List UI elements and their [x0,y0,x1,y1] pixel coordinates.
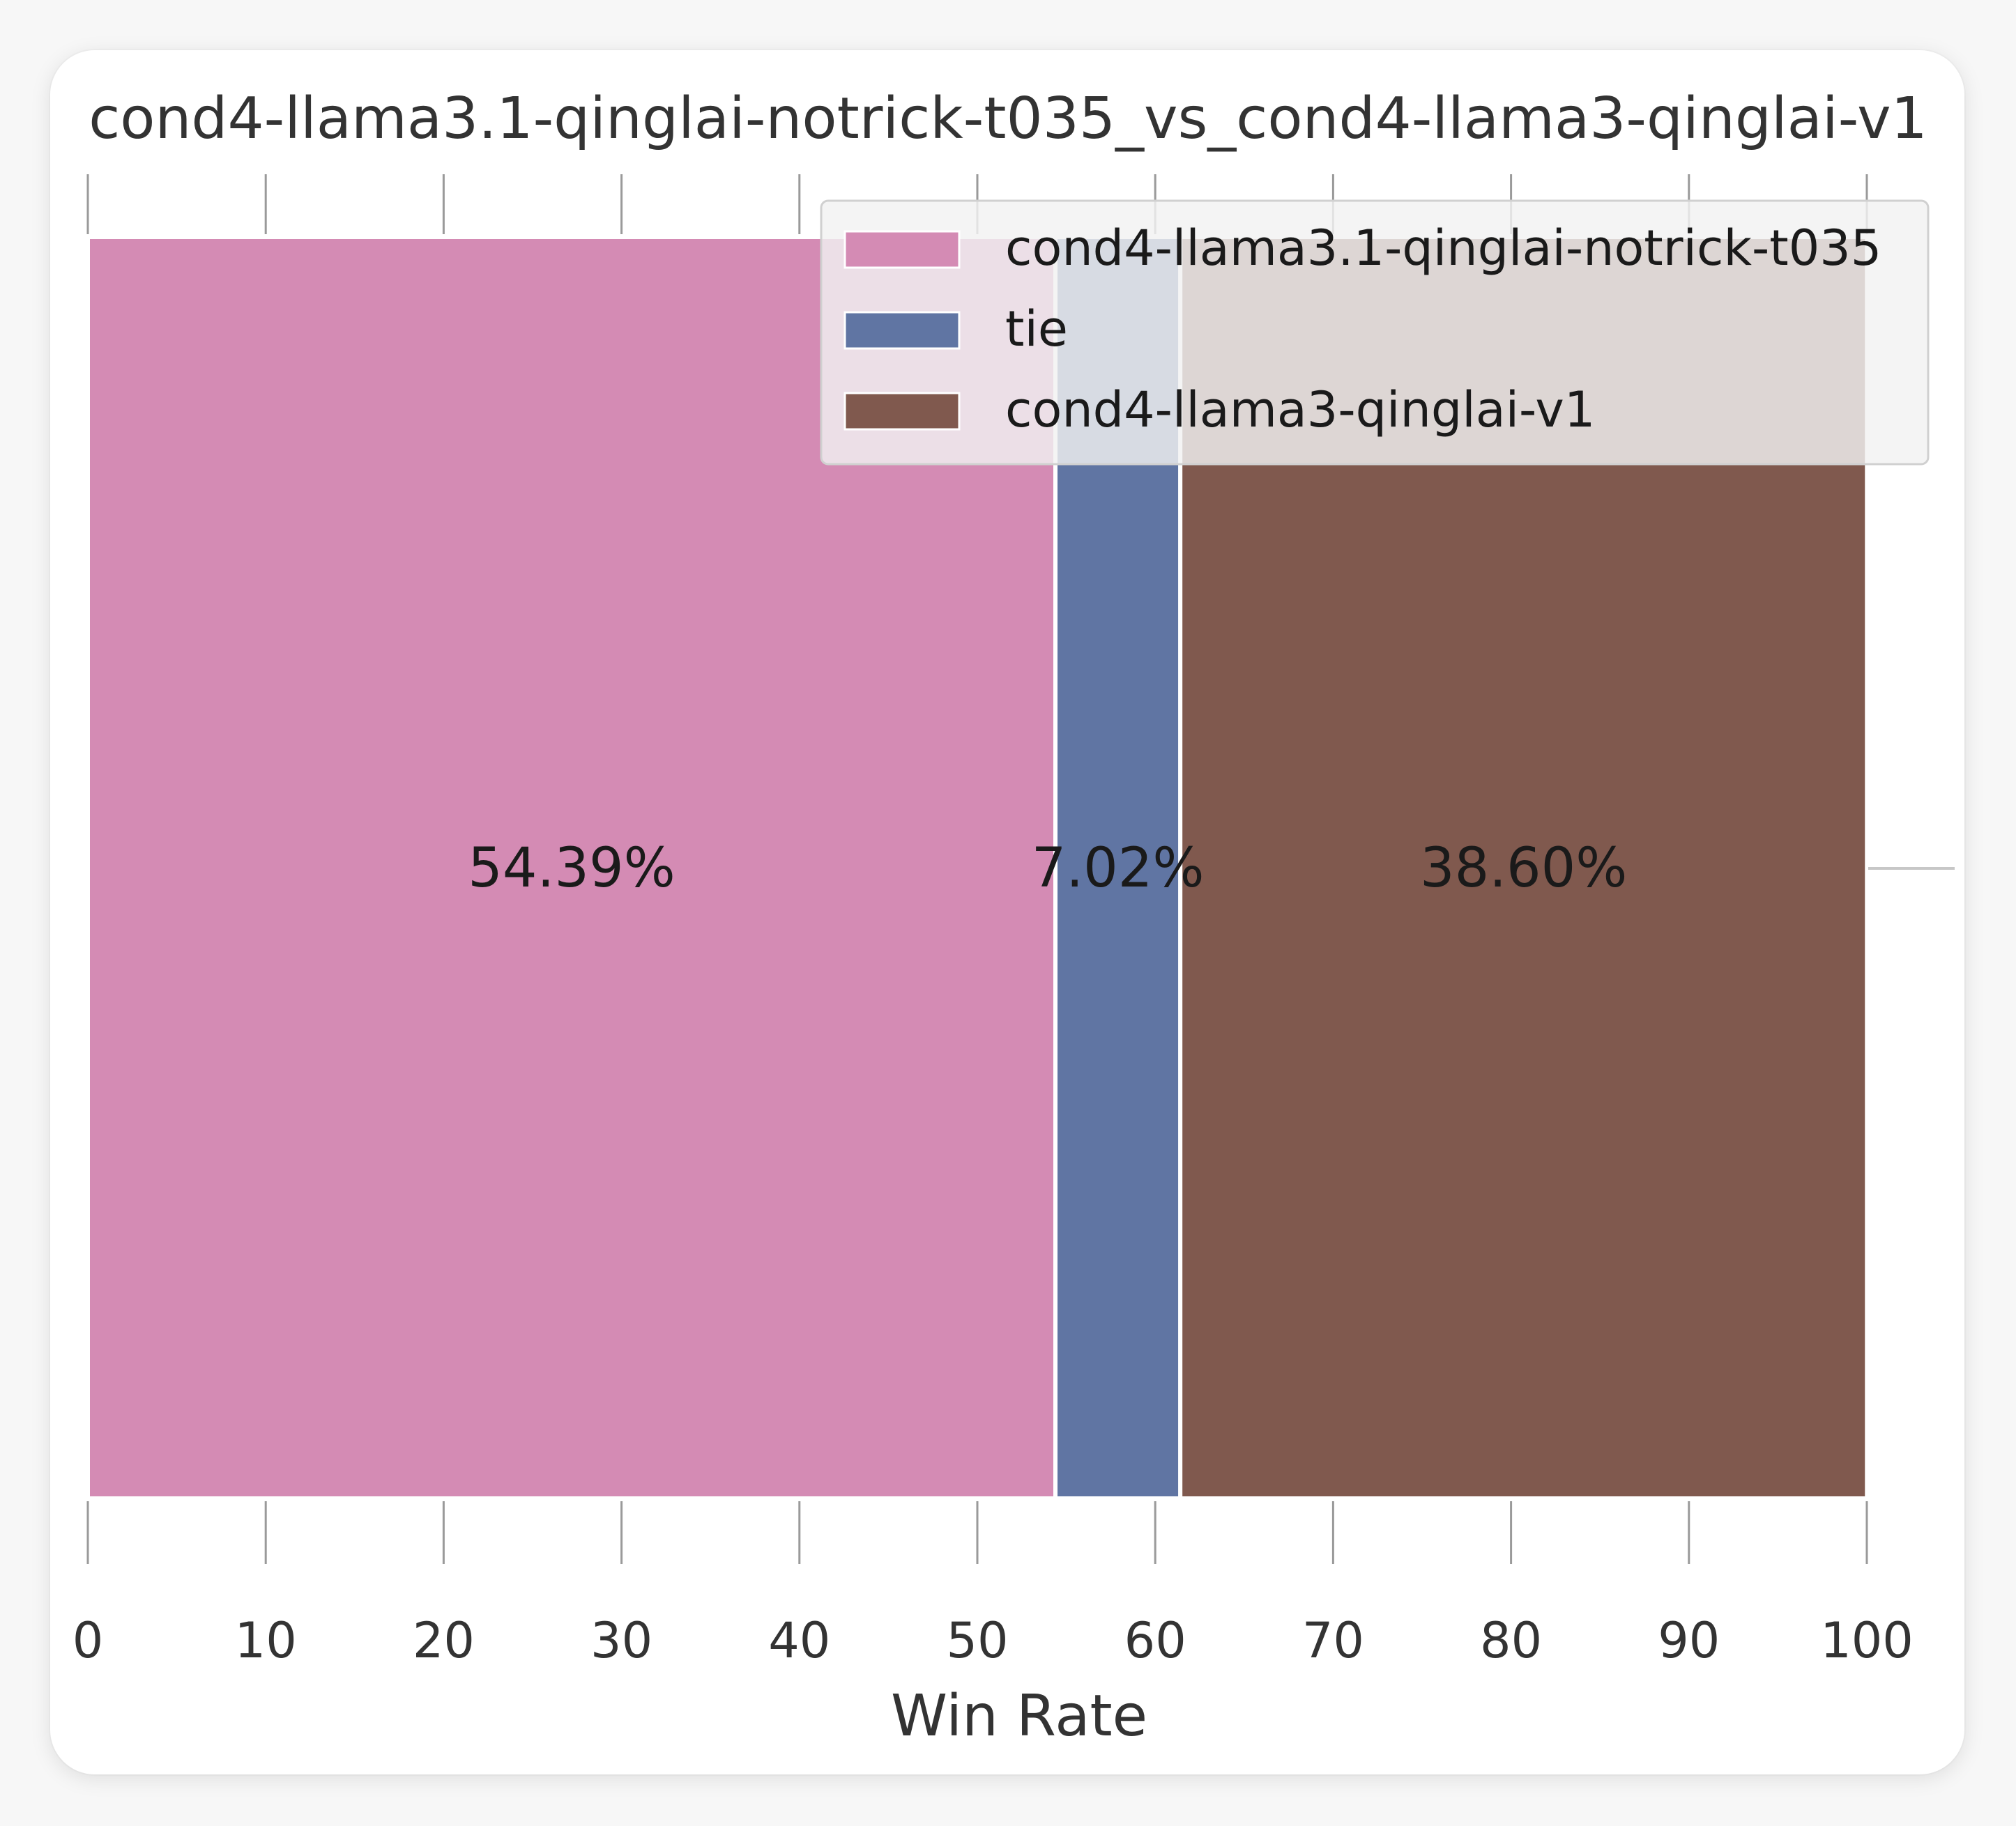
x-tick-label-7: 70 [1302,1612,1364,1669]
x-tick-label-1: 10 [235,1612,297,1669]
x-tick-label-2: 20 [413,1612,475,1669]
legend-label-1: cond4-llama3.1-qinglai-notrick-t035 [1005,220,1881,277]
legend-label-2: tie [1005,300,1068,358]
x-axis-ticks: 0 10 20 30 40 50 60 70 80 90 100 [72,174,1914,1669]
data-labels: 54.39% 7.02% 38.60% [468,837,1627,900]
legend: cond4-llama3.1-qinglai-notrick-t035 tie co… [820,199,1930,466]
legend-label-3: cond4-llama3-qinglai-v1 [1005,381,1595,438]
x-axis-label: Win Rate [891,1683,1147,1749]
chart-title: cond4-llama3.1-qinglai-notrick-t035_vs_c… [89,86,1927,152]
x-tick-label-9: 90 [1658,1612,1720,1669]
legend-swatch-1 [843,230,961,269]
x-tick-label-3: 30 [590,1612,652,1669]
x-tick-label-6: 60 [1124,1612,1186,1669]
legend-swatch-2 [843,311,961,350]
x-tick-label-8: 80 [1480,1612,1542,1669]
data-label-1: 54.39% [468,837,675,900]
x-tick-label-5: 50 [946,1612,1008,1669]
x-tick-label-10: 100 [1820,1612,1914,1669]
data-label-3: 38.60% [1420,837,1627,900]
x-tick-label-4: 40 [768,1612,830,1669]
x-tick-label-0: 0 [72,1612,104,1669]
legend-swatch-3 [843,392,961,431]
legend-box [820,199,1930,466]
data-label-2: 7.02% [1032,837,1205,900]
